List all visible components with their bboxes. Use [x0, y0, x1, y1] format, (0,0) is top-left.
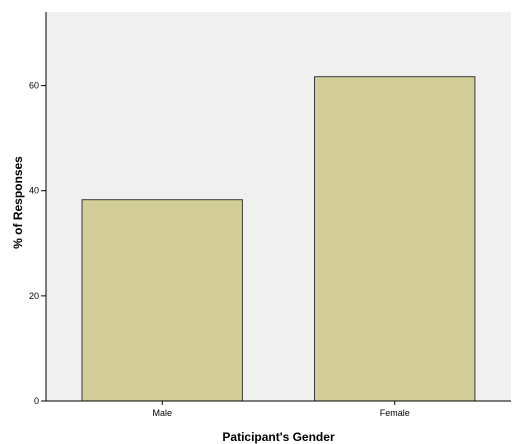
bar-female	[314, 76, 476, 402]
x-tick-label: Male	[152, 408, 172, 418]
x-axis-ticks: Male Female	[152, 401, 410, 418]
y-axis-ticks: 0 20 40 60	[29, 81, 46, 406]
bar-male	[81, 199, 243, 402]
y-tick-label: 0	[34, 396, 39, 406]
x-axis-title: Paticipant's Gender	[222, 430, 335, 444]
y-axis-title: % of Responses	[11, 156, 25, 249]
x-tick-label: Female	[380, 408, 410, 418]
bars-group	[81, 76, 476, 402]
y-tick-label: 60	[29, 81, 39, 91]
y-tick-label: 20	[29, 291, 39, 301]
y-tick-label: 40	[29, 186, 39, 196]
